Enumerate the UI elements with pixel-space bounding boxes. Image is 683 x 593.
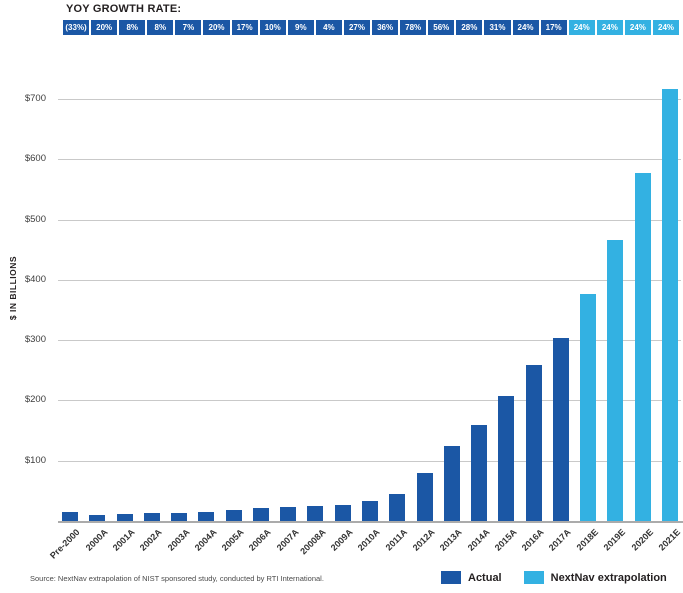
bar	[580, 294, 597, 521]
yoy-growth-box: (33%)	[63, 20, 90, 35]
yoy-growth-box: 20%	[203, 20, 230, 35]
legend-label-extrapolation: NextNav extrapolation	[550, 571, 667, 584]
yoy-growth-box: 27%	[343, 20, 371, 35]
x-tick-label: 2020E	[629, 527, 655, 553]
x-axis-line	[58, 521, 683, 523]
x-tick-label: 2014A	[465, 527, 492, 553]
x-tick-label: 2011A	[383, 527, 410, 553]
yoy-growth-box: 24%	[624, 20, 651, 35]
yoy-growth-box: 20%	[91, 20, 118, 35]
bar	[634, 172, 651, 521]
yoy-growth-box: 31%	[484, 20, 511, 35]
yoy-growth-box: 17%	[540, 20, 567, 35]
y-tick-label: $600	[24, 153, 46, 165]
yoy-growth-box: 9%	[287, 20, 314, 35]
y-tick-label: $300	[24, 334, 46, 346]
yoy-growth-box: 36%	[372, 20, 399, 35]
yoy-growth-box: 7%	[175, 20, 202, 35]
yoy-growth-box: 24%	[512, 20, 539, 35]
x-tick-label: Pre-2000	[48, 527, 83, 561]
bar	[280, 507, 297, 521]
x-tick-label: 2001A	[110, 527, 137, 553]
x-tick-label: 2010A	[356, 527, 383, 553]
x-tick-label: 2016A	[519, 527, 546, 553]
yoy-growth-box: 24%	[568, 20, 595, 35]
source-note: Source: NextNav extrapolation of NIST sp…	[30, 574, 324, 583]
bar	[171, 512, 188, 521]
bar	[225, 510, 242, 521]
x-tick-label: 2021E	[656, 527, 683, 553]
yoy-growth-box: 17%	[231, 20, 258, 35]
bar	[389, 493, 406, 521]
y-tick-label: $700	[24, 93, 46, 104]
x-tick-label: 2000A	[83, 527, 110, 553]
bar	[198, 511, 215, 521]
gridline	[58, 460, 681, 462]
yoy-growth-rate-title: YOY GROWTH RATE:	[66, 3, 182, 15]
gridline	[58, 159, 681, 161]
gridline	[58, 279, 681, 281]
bar	[416, 472, 433, 521]
x-tick-label: 2009A	[328, 527, 355, 553]
bar	[62, 511, 78, 521]
bar	[307, 505, 324, 521]
x-tick-label: 2002A	[138, 527, 164, 553]
x-tick-label: 2005A	[219, 527, 246, 553]
bar	[334, 505, 351, 521]
bar	[89, 514, 106, 521]
legend-label-actual: Actual	[468, 571, 502, 584]
y-axis-title: $ IN BILLIONS	[8, 255, 18, 321]
x-tick-label: 2007A	[274, 527, 301, 553]
yoy-growth-box: 28%	[456, 20, 483, 35]
gridline	[58, 400, 681, 402]
x-tick-label: 2013A	[438, 527, 464, 553]
x-tick-label: 2003A	[165, 527, 192, 553]
yoy-growth-box: 4%	[315, 20, 342, 35]
yoy-growth-rate-row: (33%) 20% 8% 8% 7% 20% 17% 10% 9% 4% 27% 36% 78% 56% 2…	[63, 20, 680, 35]
y-tick-label: $500	[24, 213, 46, 225]
y-tick-label: $200	[24, 394, 46, 406]
legend: Actual NextNav extrapolation	[441, 571, 667, 584]
x-tick-label: 2017A	[547, 527, 573, 553]
yoy-growth-box: 8%	[147, 20, 174, 35]
bar	[607, 240, 624, 521]
yoy-growth-box: 56%	[428, 20, 455, 35]
x-tick-label: 2019E	[602, 527, 628, 553]
y-tick-label: $100	[24, 454, 46, 466]
x-tick-label: 2004A	[192, 527, 219, 553]
bar	[116, 513, 133, 521]
bar	[362, 501, 378, 521]
gridline	[58, 340, 681, 342]
bar	[525, 365, 542, 521]
y-tick-label: $400	[24, 273, 46, 285]
bar	[552, 338, 569, 521]
legend-swatch-extrapolation	[523, 571, 544, 584]
bar	[471, 424, 488, 521]
x-tick-label: 20008A	[298, 527, 328, 557]
bar	[252, 508, 269, 521]
yoy-growth-box: 10%	[259, 20, 286, 35]
yoy-growth-box: 8%	[119, 20, 146, 35]
x-tick-label: 2015A	[492, 527, 519, 553]
yoy-growth-box: 24%	[596, 20, 623, 35]
bar	[143, 513, 160, 521]
yoy-growth-box: 78%	[400, 20, 427, 35]
bar	[443, 445, 460, 521]
gridline	[58, 99, 681, 100]
x-tick-label: 2018E	[574, 527, 601, 553]
yoy-growth-box: 24%	[652, 20, 680, 35]
legend-swatch-actual	[441, 571, 461, 584]
x-tick-label: 2012A	[410, 527, 437, 553]
gridline	[58, 219, 681, 221]
bar	[498, 395, 515, 521]
bar	[662, 88, 678, 521]
x-tick-label: 2006A	[247, 527, 273, 553]
